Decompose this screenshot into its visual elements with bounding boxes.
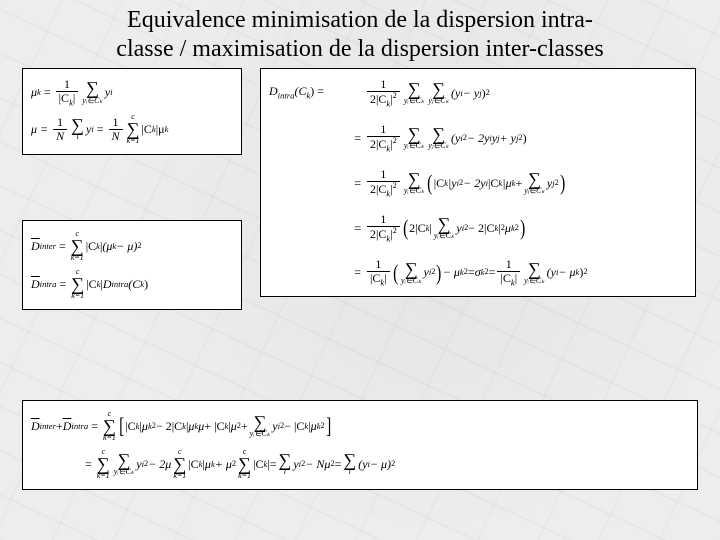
d-intra-definition: Dintra = c∑k=1 |Ck| Dintra (Ck) (31, 268, 233, 300)
dispersion-definitions-box: Dinter = c∑k=1 |Ck| (μk − μ)2 Dintra = c… (22, 220, 242, 310)
derivation-line-3: = 12|Ck|2 ∑yᵢ∈Cₖ ( |Ck|yi2 − 2yi|Ck|μk +… (269, 168, 687, 198)
derivation-line-5: = 1|Ck| ( ∑yᵢ∈Cₖ yi2 ) − μk2 = σk2 = 1|C… (269, 258, 687, 287)
title-line-2: classe / maximisation de la dispersion i… (116, 36, 603, 62)
definitions-box: μk = 1|Ck| ∑yᵢ∈Cₖ yi μ = 1N ∑i yi = 1N c… (22, 68, 242, 155)
derivation-line-2: = 12|Ck|2 ∑yᵢ∈Cₖ ∑yⱼ∈Cₖ (yi2 − 2yiyj + y… (269, 123, 687, 153)
slide-title: Equivalence minimisation de la dispersio… (0, 6, 720, 64)
equivalence-line-1: Dinter + Dintra = c∑k=1 [ |Ck|μk2 − 2|Ck… (31, 410, 689, 442)
mu-k-definition: μk = 1|Ck| ∑yᵢ∈Cₖ yi (31, 78, 233, 107)
mu-definition: μ = 1N ∑i yi = 1N c∑k=1 |Ck|μk (31, 113, 233, 145)
title-line-1: Equivalence minimisation de la dispersio… (127, 7, 593, 33)
d-inter-definition: Dinter = c∑k=1 |Ck| (μk − μ)2 (31, 230, 233, 262)
derivation-line-4: = 12|Ck|2 ( 2|Ck| ∑yᵢ∈Cₖ yi2 − 2|Ck|2 μk… (269, 213, 687, 243)
equivalence-line-2: = c∑k=1 ∑yᵢ∈Cₖ yi2 − 2μ c∑k=1 |Ck|μk + μ… (31, 448, 689, 480)
d-intra-derivation-box: Dintra(Ck) = 12|Ck|2 ∑yᵢ∈Cₖ ∑yⱼ∈Cₖ (yi −… (260, 68, 696, 297)
derivation-line-1: Dintra(Ck) = 12|Ck|2 ∑yᵢ∈Cₖ ∑yⱼ∈Cₖ (yi −… (269, 78, 687, 108)
equivalence-box: Dinter + Dintra = c∑k=1 [ |Ck|μk2 − 2|Ck… (22, 400, 698, 490)
